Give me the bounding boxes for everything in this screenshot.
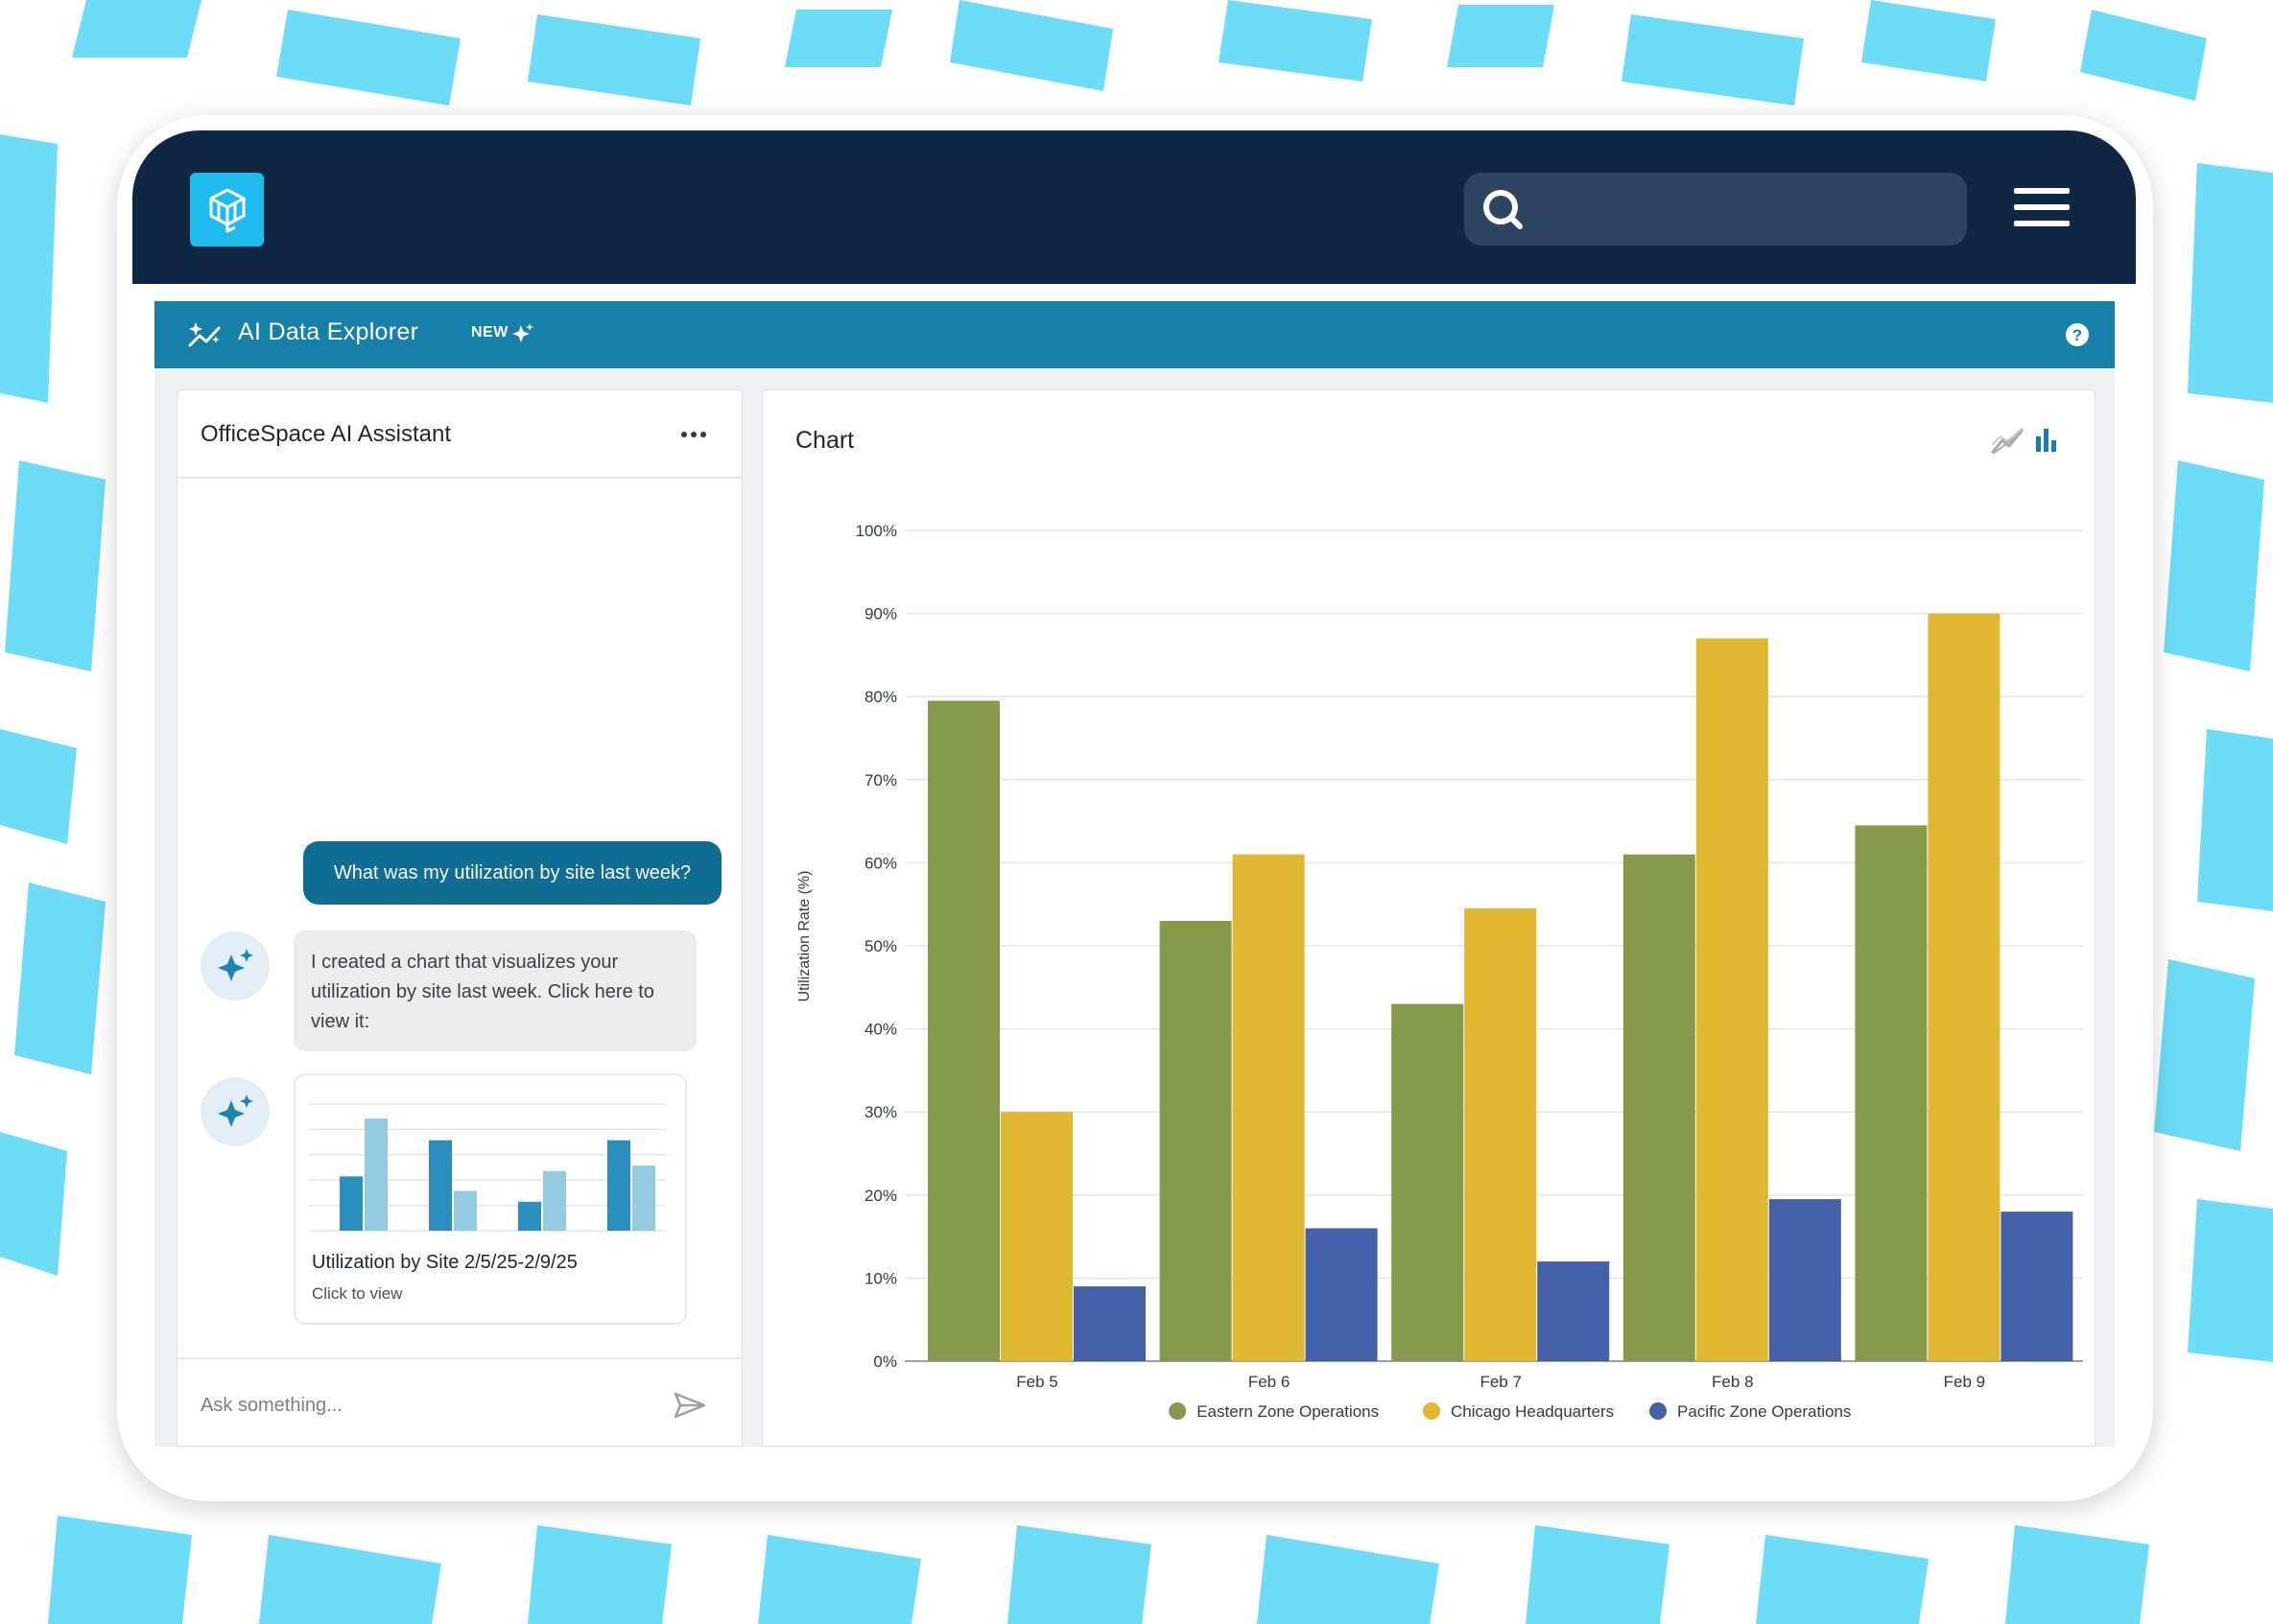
officespace-logo-icon[interactable] — [190, 173, 264, 247]
legend-swatch — [1423, 1402, 1440, 1420]
more-options-icon[interactable] — [680, 431, 707, 438]
top-navigation-bar — [132, 130, 2136, 284]
ai-assistant-panel: OfficeSpace AI Assistant What was my uti… — [177, 389, 743, 1447]
y-tick-label: 70% — [864, 771, 897, 789]
sparkle-icon — [218, 1094, 253, 1127]
x-tick-label: Feb 5 — [1016, 1373, 1057, 1391]
mini-bar — [365, 1118, 388, 1231]
chart-panel-title: Chart — [795, 427, 855, 454]
legend-label: Chicago Headquarters — [1451, 1402, 1614, 1421]
legend-label: Pacific Zone Operations — [1677, 1402, 1851, 1421]
y-tick-label: 20% — [864, 1187, 897, 1205]
chart-preview-card[interactable]: Utilization by Site 2/5/25-2/9/25 Click … — [294, 1073, 687, 1325]
new-badge: NEW — [471, 324, 509, 341]
search-icon — [1483, 190, 1523, 229]
bar-chicago-headquarters — [1695, 638, 1768, 1361]
line-chart-icon[interactable] — [1991, 427, 2024, 456]
mini-bar — [340, 1176, 363, 1231]
bar-chart-icon[interactable] — [2034, 427, 2059, 454]
sparkle-chart-icon — [188, 322, 221, 347]
ai-avatar — [201, 1077, 270, 1146]
x-tick-label: Feb 9 — [1944, 1373, 1985, 1391]
chat-input-row — [178, 1357, 742, 1447]
bar-eastern-zone-operations — [1159, 921, 1232, 1361]
bar-chicago-headquarters — [1001, 1112, 1073, 1361]
chart-card-link[interactable]: Click to view — [312, 1284, 403, 1303]
ai-data-explorer-bar: AI Data Explorer NEW ? — [154, 301, 2115, 368]
y-tick-label: 50% — [864, 937, 897, 955]
y-tick-label: 90% — [864, 605, 897, 624]
mini-bar — [429, 1140, 452, 1231]
assistant-title: OfficeSpace AI Assistant — [201, 421, 452, 447]
bar-eastern-zone-operations — [1622, 854, 1695, 1361]
bar-pacific-zone-operations — [2001, 1212, 2073, 1361]
bar-eastern-zone-operations — [1391, 1003, 1464, 1361]
app-screen: AI Data Explorer NEW ? OfficeSpace AI As… — [132, 130, 2136, 1447]
bar-chicago-headquarters — [1232, 854, 1305, 1361]
mini-bar-chart — [309, 1103, 666, 1232]
bar-eastern-zone-operations — [1855, 825, 1928, 1361]
svg-text:?: ? — [2072, 326, 2082, 344]
sparkle-icon — [512, 323, 533, 342]
user-message-bubble: What was my utilization by site last wee… — [303, 841, 722, 905]
x-tick-label: Feb 8 — [1712, 1373, 1753, 1391]
bar-chicago-headquarters — [1928, 613, 2001, 1361]
y-tick-label: 60% — [864, 854, 897, 872]
y-tick-label: 10% — [864, 1269, 897, 1287]
ai-message-bubble[interactable]: I created a chart that visualizes your u… — [294, 930, 697, 1051]
y-tick-label: 80% — [864, 688, 897, 706]
hamburger-menu-icon[interactable] — [2014, 186, 2070, 228]
y-tick-label: 40% — [864, 1021, 897, 1039]
page-title: AI Data Explorer — [238, 318, 419, 345]
send-icon[interactable] — [675, 1392, 705, 1419]
mini-bar — [454, 1190, 477, 1231]
bar-pacific-zone-operations — [1305, 1228, 1378, 1361]
y-tick-label: 30% — [864, 1103, 897, 1121]
legend-label: Eastern Zone Operations — [1196, 1402, 1379, 1421]
sparkle-icon — [218, 949, 253, 981]
bar-chicago-headquarters — [1464, 908, 1537, 1361]
bar-pacific-zone-operations — [1768, 1199, 1841, 1361]
mini-bar — [543, 1170, 566, 1231]
x-tick-label: Feb 6 — [1248, 1373, 1290, 1391]
assistant-header: OfficeSpace AI Assistant — [178, 390, 742, 479]
chart-panel: 0% 10% 20% 30% 40% 50% 60% 70% 80% 90% 100% Utiliza… — [762, 389, 2095, 1447]
y-axis-label: Utilization Rate (%) — [796, 871, 813, 1002]
x-tick-label: Feb 7 — [1480, 1373, 1521, 1391]
chart-card-title: Utilization by Site 2/5/25-2/9/25 — [312, 1252, 578, 1273]
bar-pacific-zone-operations — [1537, 1261, 1610, 1361]
legend-swatch — [1649, 1402, 1667, 1420]
legend-swatch — [1169, 1402, 1187, 1420]
mini-bar — [518, 1201, 541, 1231]
utilization-bar-chart: 0% 10% 20% 30% 40% 50% 60% 70% 80% 90% 100% Utiliza… — [796, 522, 2083, 1421]
bar-pacific-zone-operations — [1074, 1286, 1146, 1361]
bar-eastern-zone-operations — [928, 700, 1000, 1361]
mini-bar — [632, 1165, 655, 1231]
ai-avatar — [201, 931, 270, 1000]
help-icon[interactable]: ? — [2064, 321, 2091, 348]
mini-bar — [607, 1140, 630, 1231]
ask-input[interactable] — [201, 1386, 651, 1424]
y-tick-label: 100% — [856, 522, 897, 540]
y-tick-label: 0% — [873, 1353, 897, 1371]
content-area: OfficeSpace AI Assistant What was my uti… — [154, 368, 2115, 1447]
search-bar[interactable] — [1464, 173, 1967, 246]
